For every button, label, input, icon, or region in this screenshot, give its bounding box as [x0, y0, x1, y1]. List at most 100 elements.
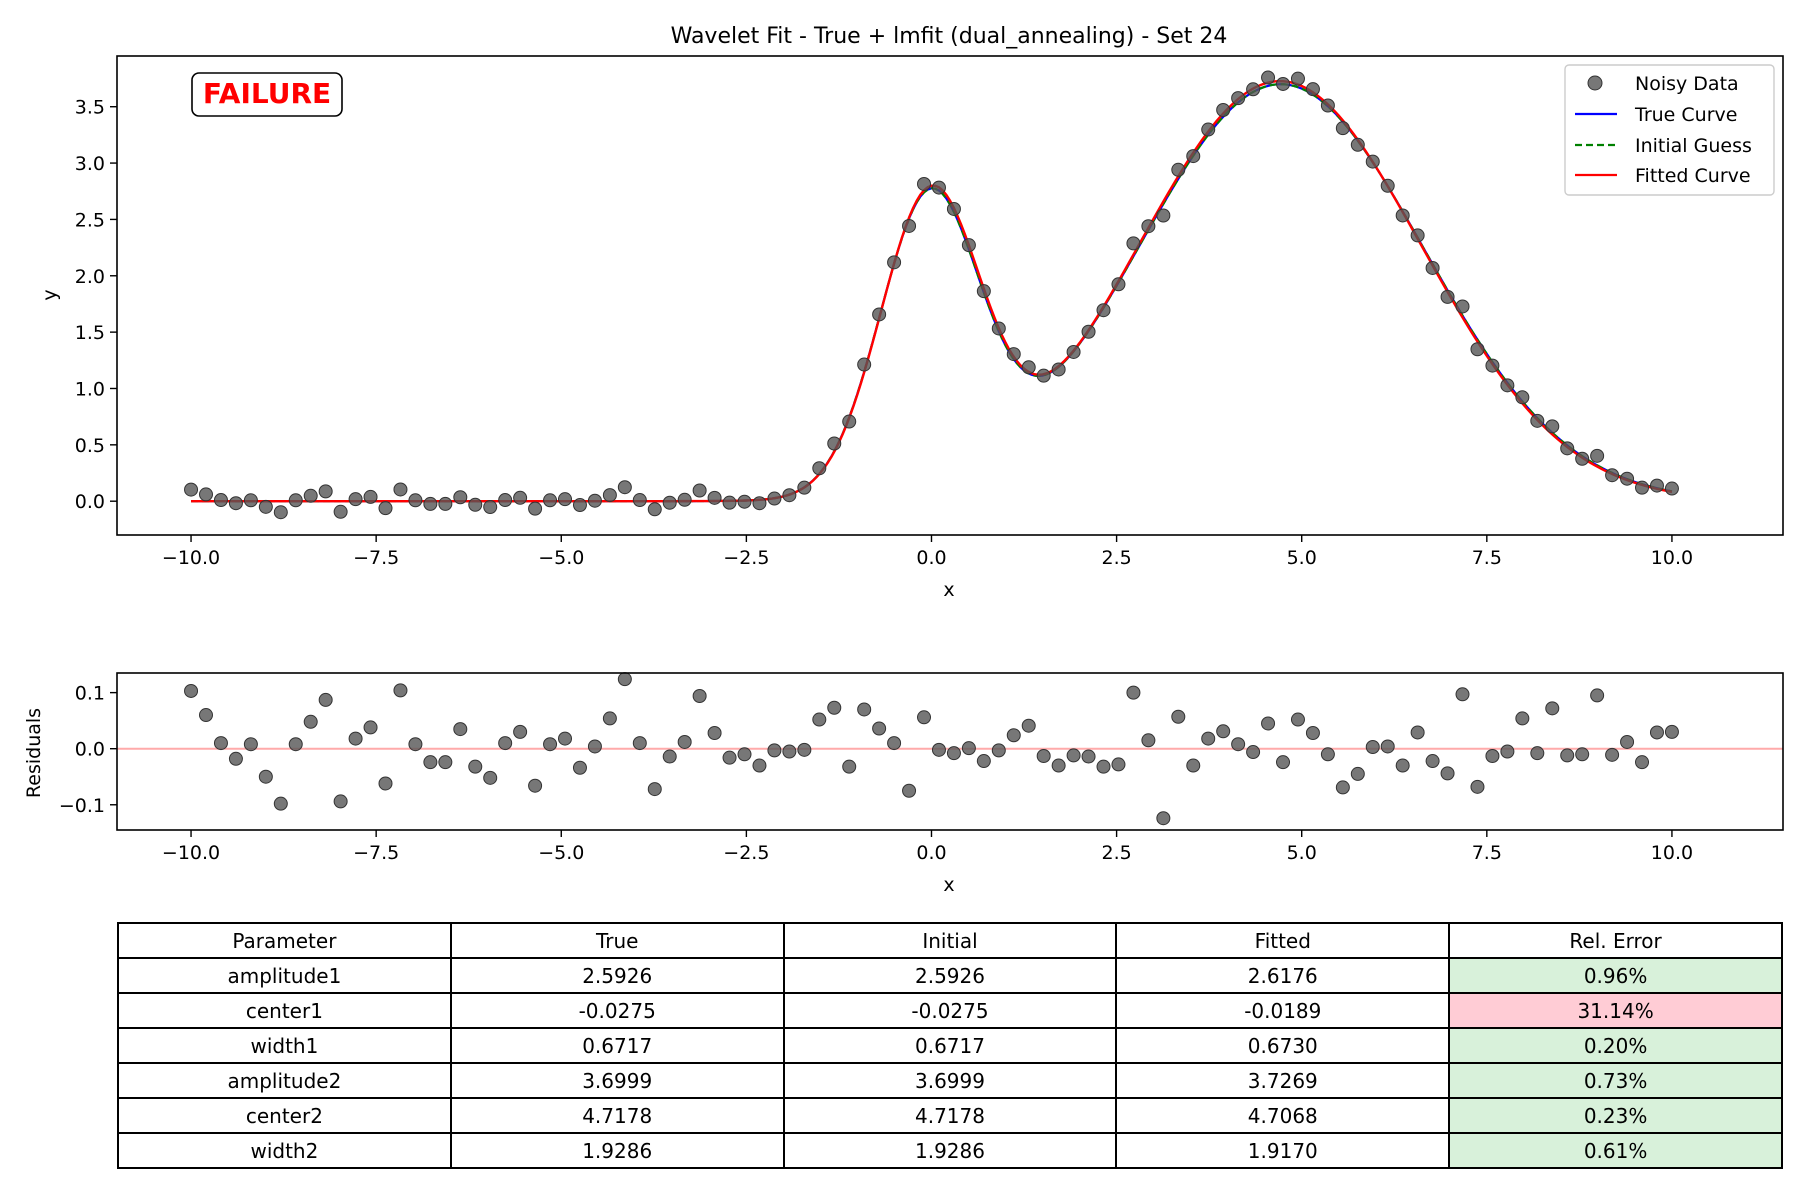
residual-ticks: −10.0 −7.5 −5.0 −2.5 0.0 2.5 5.0 7.5 10.0 −0.1 0.0…	[59, 683, 1693, 864]
residual-point	[827, 700, 842, 715]
noisy-data-point	[1290, 71, 1305, 86]
cell-parameter: center2	[117, 1097, 452, 1134]
main-plot: Wavelet Fit - True + lmfit (dual_anneali…	[39, 24, 1784, 601]
residual-point	[1096, 759, 1111, 774]
noisy-data-point	[767, 491, 782, 506]
residual-point	[468, 759, 483, 774]
noisy-data-point	[1500, 378, 1515, 393]
noisy-data-point	[1590, 448, 1605, 463]
residual-point	[348, 731, 363, 746]
noisy-data-point	[1081, 324, 1096, 339]
noisy-data-point	[1380, 178, 1395, 193]
residual-point	[1111, 757, 1126, 772]
residual-point	[288, 737, 303, 752]
residual-point	[1635, 755, 1650, 770]
main-plot-frame	[116, 55, 1784, 536]
noisy-data-point	[1006, 347, 1021, 362]
residual-point	[1261, 716, 1276, 731]
cell-rel-error: 0.73%	[1448, 1062, 1783, 1099]
noisy-data-point	[1664, 481, 1679, 496]
y-tick-label: 3.0	[75, 153, 105, 175]
residual-y-tick-label: 0.1	[75, 683, 105, 705]
residual-point	[812, 712, 827, 727]
noisy-data-point	[1021, 360, 1036, 375]
residual-point	[1216, 724, 1231, 739]
residual-point	[199, 708, 213, 723]
residual-point	[842, 759, 857, 774]
noisy-data-point	[722, 495, 737, 510]
residual-point	[243, 737, 258, 752]
residual-point	[408, 737, 423, 752]
residual-point	[378, 776, 393, 791]
noisy-data-point	[543, 493, 558, 508]
residual-y-label: Residuals	[23, 708, 45, 798]
failure-badge-box	[191, 72, 343, 117]
residual-point	[737, 747, 752, 762]
residual-point	[782, 744, 797, 759]
cell-parameter: center1	[117, 992, 452, 1029]
cell-fitted: -0.0189	[1115, 992, 1451, 1029]
y-tick-label: 3.5	[75, 97, 105, 119]
noisy-data-point	[1246, 82, 1261, 97]
noisy-data-point	[453, 490, 468, 505]
noisy-data-point	[662, 495, 677, 510]
residual-points	[184, 672, 1679, 826]
noisy-data-point	[1530, 413, 1545, 428]
noisy-data-point	[707, 490, 722, 505]
noisy-data-point	[288, 493, 303, 508]
noisy-data-point	[1141, 219, 1156, 234]
residual-point	[558, 731, 573, 746]
residual-point	[1036, 748, 1051, 763]
main-ticks: −10.0 −7.5 −5.0 −2.5 0.0 2.5 5.0 7.5 10.0 0.0 0.5 1…	[75, 97, 1693, 569]
noisy-data-point	[438, 496, 453, 511]
cell-rel-error: 0.96%	[1448, 957, 1783, 994]
noisy-data-point	[513, 490, 528, 505]
residual-point	[543, 737, 558, 752]
residual-point	[1530, 746, 1545, 761]
residual-point	[1500, 744, 1515, 759]
noisy-data-point	[1066, 344, 1081, 359]
x-tick-label: −7.5	[353, 547, 399, 569]
legend-marker-noisy	[1587, 75, 1603, 91]
noisy-data-point	[378, 501, 393, 516]
parameter-table: Parameter True Initial Fitted Rel. Error…	[117, 922, 1783, 1169]
cell-parameter: width1	[117, 1027, 452, 1064]
noisy-data-point	[1365, 154, 1380, 169]
residual-point	[1276, 755, 1291, 770]
noisy-data-point	[1261, 70, 1276, 85]
residual-x-tick-label: −10.0	[162, 842, 220, 864]
noisy-data-point	[1350, 137, 1365, 152]
noisy-data-point	[1635, 480, 1650, 495]
residual-point	[991, 743, 1006, 758]
residual-point	[902, 783, 917, 798]
cell-initial: 4.7178	[782, 1097, 1118, 1134]
cell-fitted: 2.6176	[1115, 957, 1451, 994]
noisy-data-point	[1051, 362, 1066, 377]
residual-point	[438, 755, 453, 770]
residual-point	[767, 743, 782, 758]
x-tick-label: −5.0	[538, 547, 584, 569]
header-fitted: Fitted	[1115, 922, 1451, 959]
y-tick-label: 2.0	[75, 266, 105, 288]
cell-fitted: 1.9170	[1115, 1132, 1451, 1169]
noisy-data-point	[976, 284, 991, 299]
table-row: amplitude1 2.5926 2.5926 2.6176 0.96%	[117, 957, 1783, 994]
noisy-data-point	[258, 499, 273, 514]
residual-point	[1515, 711, 1530, 726]
cell-true: 4.7178	[449, 1097, 785, 1134]
residual-point	[961, 741, 976, 756]
residual-point	[917, 710, 932, 725]
residual-point	[1350, 766, 1365, 781]
residual-point	[857, 702, 872, 717]
header-initial: Initial	[782, 922, 1118, 959]
residual-point	[1620, 734, 1635, 749]
cell-true: 3.6999	[449, 1062, 785, 1099]
y-tick-label: 1.0	[75, 378, 105, 400]
noisy-data-point	[184, 482, 199, 497]
residual-point	[528, 778, 543, 793]
cell-initial: 0.6717	[782, 1027, 1118, 1064]
residuals-plot: −10.0 −7.5 −5.0 −2.5 0.0 2.5 5.0 7.5 10.0 −0.1 0.0…	[23, 672, 1784, 896]
residual-point	[1156, 811, 1171, 826]
residual-x-tick-label: 5.0	[1287, 842, 1317, 864]
residual-point	[1051, 758, 1066, 773]
